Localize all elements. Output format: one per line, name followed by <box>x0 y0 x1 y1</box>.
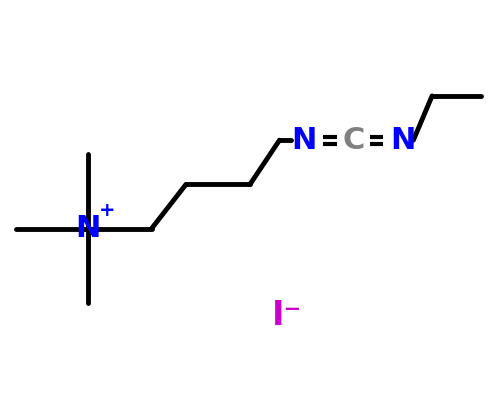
Text: N: N <box>390 126 415 155</box>
Text: N: N <box>75 214 100 243</box>
Text: C: C <box>342 126 364 155</box>
Text: +: + <box>99 201 115 220</box>
Text: I⁻: I⁻ <box>272 298 302 332</box>
Text: N: N <box>292 126 317 155</box>
